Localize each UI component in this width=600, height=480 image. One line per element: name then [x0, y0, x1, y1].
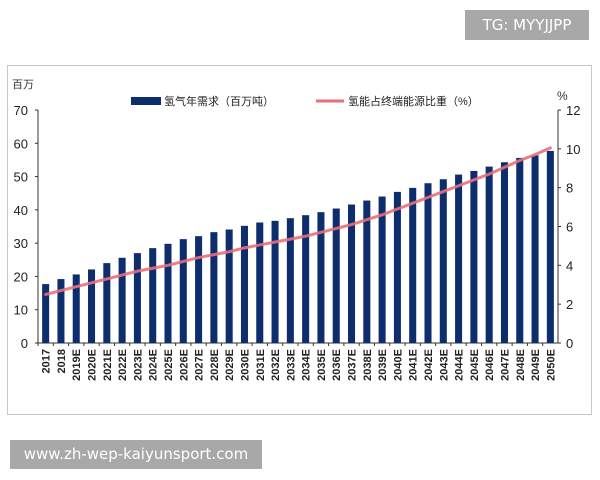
chart-frame — [7, 65, 592, 415]
x-tick-label: 2045E — [469, 349, 481, 381]
bar — [317, 212, 325, 343]
y-tick-label-left: 40 — [14, 203, 28, 218]
bar — [286, 218, 294, 343]
y-axis-unit-left: 百万 — [12, 79, 34, 91]
bar — [348, 204, 356, 343]
x-tick-label: 2019E — [71, 349, 83, 381]
x-tick-label: 2038E — [362, 349, 374, 381]
y-tick-label-left: 60 — [14, 136, 28, 151]
bar — [302, 215, 310, 343]
bar — [240, 225, 248, 343]
bar — [500, 162, 508, 343]
share-line — [44, 146, 552, 296]
bar — [332, 208, 340, 343]
bar — [164, 243, 172, 343]
legend-bar-label: 氢气年需求（百万吨） — [164, 94, 274, 108]
y-tick-label-right: 12 — [566, 103, 580, 118]
x-tick-label: 2017 — [41, 349, 53, 373]
x-tick-label: 2044E — [454, 349, 466, 381]
x-tick-label: 2025E — [163, 349, 175, 381]
x-tick-label: 2027E — [194, 349, 206, 381]
x-tick-label: 2046E — [484, 349, 496, 381]
x-tick-label: 2033E — [285, 349, 297, 381]
y-tick-label-left: 0 — [21, 336, 28, 351]
line-series-hydrogen-share — [44, 146, 552, 296]
x-tick-label: 2021E — [102, 349, 114, 381]
x-tick-label: 2026E — [178, 349, 190, 381]
bar — [57, 279, 65, 343]
x-tick-label: 2042E — [423, 349, 435, 381]
x-tick-label: 2032E — [270, 349, 282, 381]
x-tick-label: 2049E — [530, 349, 542, 381]
bar — [439, 179, 447, 343]
bar — [546, 150, 554, 343]
bar — [378, 196, 386, 343]
bar — [409, 187, 417, 343]
y-tick-label-left: 50 — [14, 170, 28, 185]
bar — [455, 174, 463, 343]
x-tick-label: 2031E — [255, 349, 267, 381]
bar — [531, 155, 539, 343]
x-tick-label: 2048E — [515, 349, 527, 381]
bar — [210, 232, 218, 343]
chart-legend: 氢气年需求（百万吨） 氢能占终端能源比重（%） — [131, 94, 479, 108]
bar — [363, 200, 371, 343]
legend-line-label: 氢能占终端能源比重（%） — [348, 94, 479, 108]
x-tick-label: 2022E — [117, 349, 129, 381]
x-tick-label: 2050E — [545, 349, 557, 381]
bar — [195, 236, 203, 343]
x-tick-label: 2037E — [347, 349, 359, 381]
bar — [88, 269, 96, 343]
bar — [133, 253, 141, 343]
y-tick-label-right: 2 — [566, 297, 573, 312]
y-tick-label-right: 10 — [566, 142, 580, 157]
bar — [516, 157, 524, 343]
y-tick-label-left: 70 — [14, 103, 28, 118]
bar — [149, 248, 157, 343]
x-tick-label: 2039E — [377, 349, 389, 381]
bar — [42, 284, 50, 343]
y-tick-label-left: 10 — [14, 303, 28, 318]
legend-bar-swatch — [131, 97, 161, 105]
bar — [179, 239, 187, 343]
bar — [118, 257, 126, 343]
y-axis-unit-right: % — [557, 89, 568, 103]
y-tick-label-right: 6 — [566, 220, 573, 235]
x-tick-label: 2029E — [224, 349, 236, 381]
bar — [225, 229, 233, 343]
bar — [485, 166, 493, 343]
bar — [393, 191, 401, 343]
bar — [103, 263, 111, 343]
y-tick-label-left: 30 — [14, 236, 28, 251]
bar — [271, 220, 279, 343]
x-tick-label: 2020E — [87, 349, 99, 381]
watermark-bottom: www.zh-wep-kaiyunsport.com — [10, 440, 262, 469]
x-tick-label: 2047E — [499, 349, 511, 381]
x-tick-label: 2028E — [209, 349, 221, 381]
y-tick-label-right: 8 — [566, 181, 573, 196]
chart-axes: 0 10 20 30 40 50 60 70 百万 0 2 4 6 8 10 12% 2017 2018 2019E… — [12, 79, 580, 381]
bar — [256, 222, 264, 343]
x-tick-label: 2040E — [392, 349, 404, 381]
x-tick-label: 2041E — [408, 349, 420, 381]
x-tick-label: 2023E — [132, 349, 144, 381]
x-tick-label: 2034E — [301, 349, 313, 381]
x-tick-label: 2018 — [56, 349, 68, 373]
x-tick-label: 2043E — [438, 349, 450, 381]
bar — [470, 170, 478, 343]
x-tick-label: 2030E — [239, 349, 251, 381]
bar — [424, 183, 432, 343]
y-tick-label-right: 4 — [566, 258, 573, 273]
bar — [72, 274, 80, 343]
watermark-top: TG: MYYJJPP — [465, 10, 589, 40]
y-tick-label-left: 20 — [14, 269, 28, 284]
x-tick-label: 2024E — [148, 349, 160, 381]
x-tick-label: 2036E — [331, 349, 343, 381]
x-tick-label: 2035E — [316, 349, 328, 381]
y-tick-label-right: 0 — [566, 336, 573, 351]
bar-series-hydrogen-demand — [42, 150, 554, 343]
